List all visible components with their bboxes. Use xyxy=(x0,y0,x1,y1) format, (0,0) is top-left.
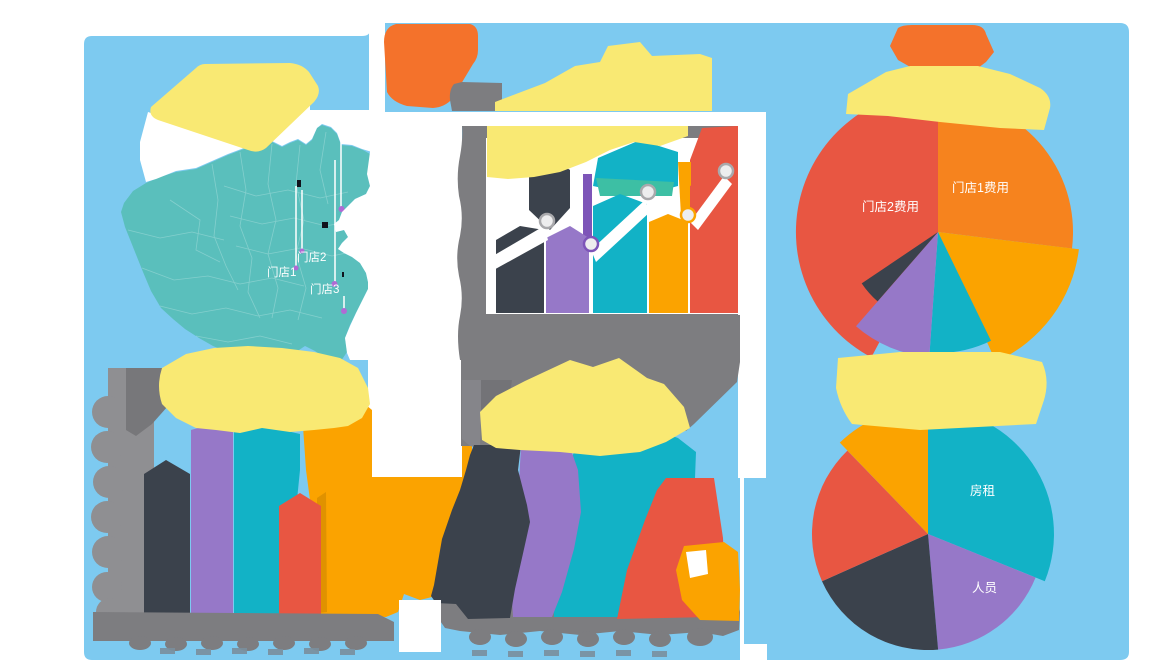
svg-text:门店1费用: 门店1费用 xyxy=(952,180,1009,195)
svg-text:门店2: 门店2 xyxy=(297,250,326,264)
svg-text:门店3: 门店3 xyxy=(310,282,339,296)
svg-text:房租: 房租 xyxy=(970,483,995,498)
svg-text:门店2费用: 门店2费用 xyxy=(862,199,919,214)
svg-text:人员: 人员 xyxy=(972,581,997,595)
svg-text:门店1: 门店1 xyxy=(267,265,296,279)
